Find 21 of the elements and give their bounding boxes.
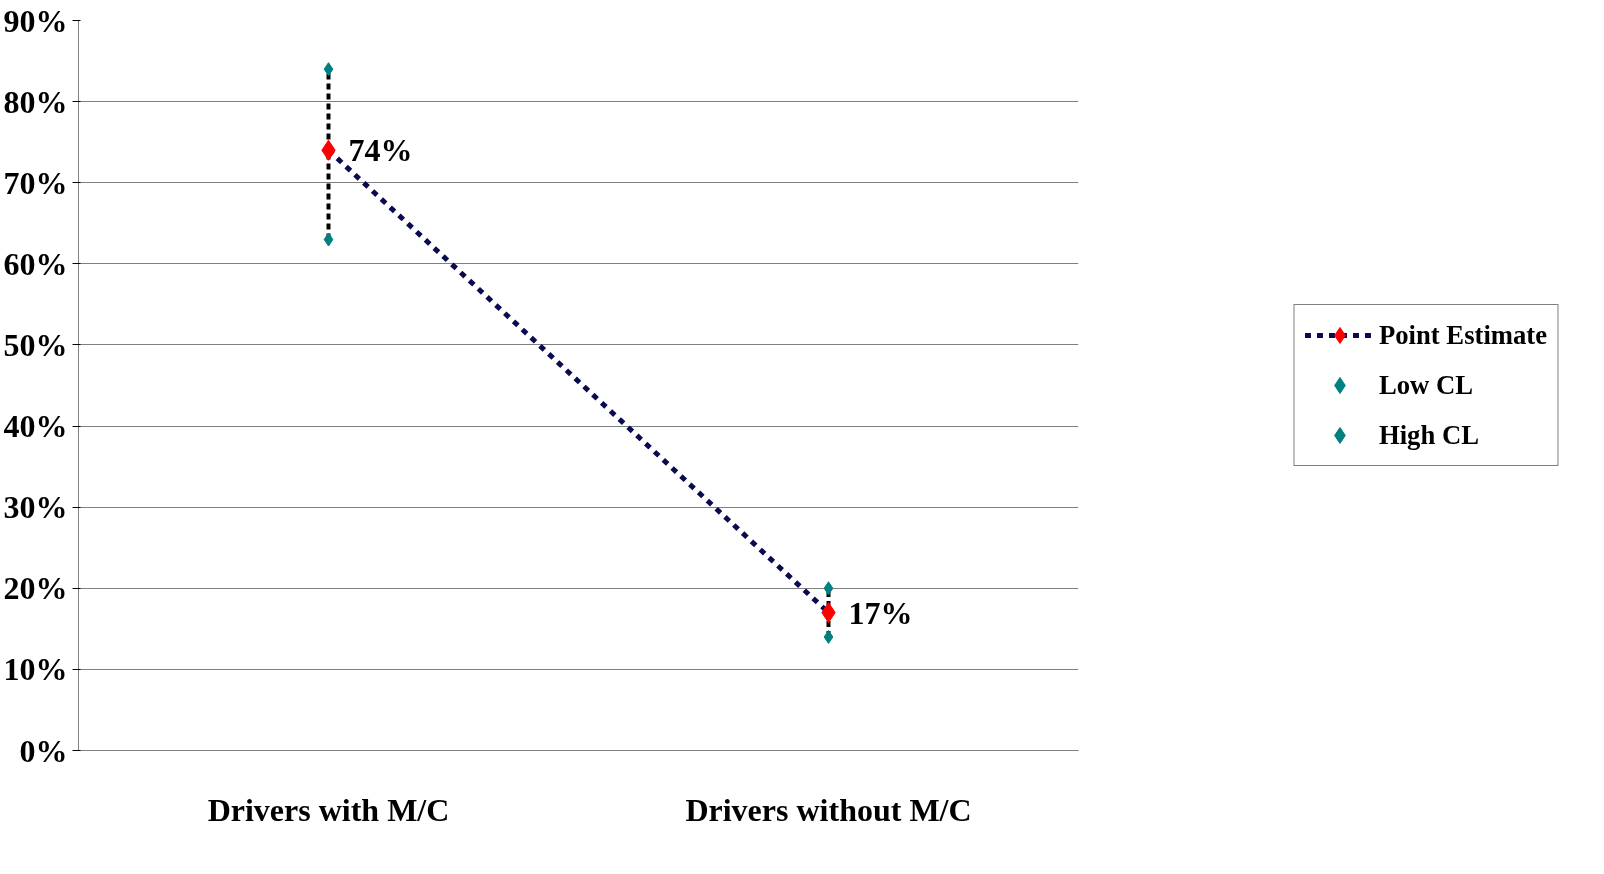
point <box>323 232 334 247</box>
point <box>823 629 834 644</box>
y-tick-label: 20% <box>3 570 68 607</box>
x-tick-label: Drivers without M/C <box>685 791 972 828</box>
y-tick-label: 0% <box>19 732 68 769</box>
y-tick-label: 50% <box>3 326 68 363</box>
y-tick-label: 40% <box>3 408 68 445</box>
legend-label: High CL <box>1378 418 1479 452</box>
y-tick-label: 60% <box>3 245 68 282</box>
point <box>323 62 334 77</box>
data-label: 74% <box>348 132 413 169</box>
y-tick-label: 80% <box>3 83 68 120</box>
point <box>823 581 834 596</box>
y-tick-label: 30% <box>3 489 68 526</box>
legend-label: Point Estimate <box>1378 318 1548 352</box>
data-label: 17% <box>848 594 913 631</box>
y-tick-label: 10% <box>3 651 68 688</box>
y-tick-label: 70% <box>3 164 68 201</box>
legend-label: Low CL <box>1378 368 1474 402</box>
x-tick-label: Drivers with M/C <box>207 791 450 828</box>
y-tick-label: 90% <box>3 2 68 39</box>
